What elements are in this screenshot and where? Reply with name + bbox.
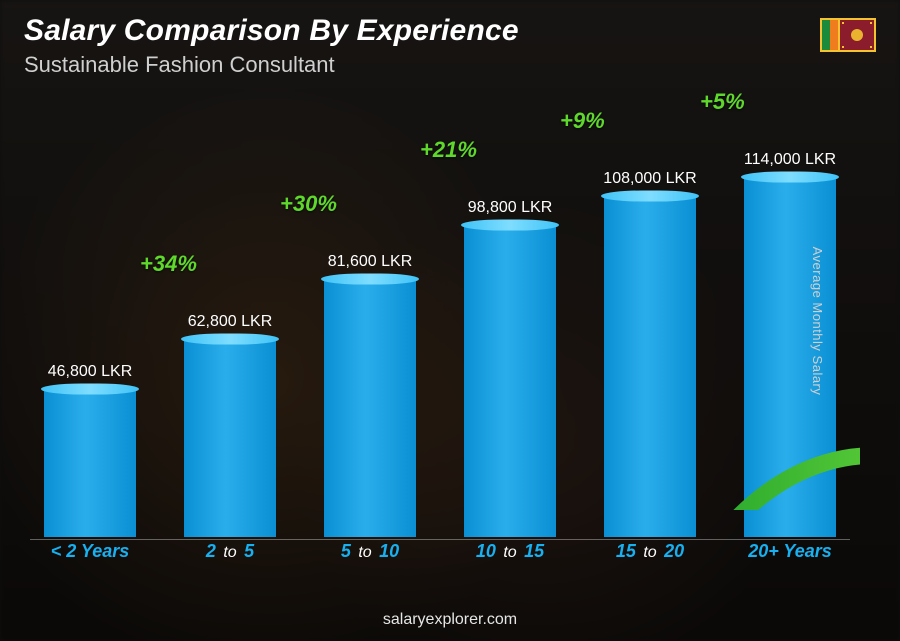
- bar-slot: 108,000 LKR: [588, 170, 713, 537]
- x-tick: 20+ Years: [728, 541, 853, 562]
- flag-icon: [820, 18, 876, 52]
- bar-cap: [601, 191, 699, 202]
- x-tick: < 2 Years: [28, 541, 153, 562]
- bar: [324, 279, 416, 537]
- bar-cap: [41, 384, 139, 395]
- bar-cap: [321, 274, 419, 285]
- x-tick: 15 to 20: [588, 541, 713, 562]
- chart-title: Salary Comparison By Experience: [24, 14, 876, 48]
- yaxis-label: Average Monthly Salary: [810, 246, 825, 395]
- bar-slot: 62,800 LKR: [168, 313, 293, 537]
- bars-row: 46,800 LKR 62,800 LKR 81,600 LKR 98,800 LKR…: [20, 117, 860, 537]
- bar-value-label: 46,800 LKR: [48, 363, 133, 381]
- bar: [604, 196, 696, 537]
- bar-cap: [181, 334, 279, 345]
- x-tick: 10 to 15: [448, 541, 573, 562]
- bar-slot: 81,600 LKR: [308, 253, 433, 537]
- header: Salary Comparison By Experience Sustaina…: [24, 14, 876, 78]
- increment-label: +5%: [700, 89, 745, 115]
- chart-area: 46,800 LKR 62,800 LKR 81,600 LKR 98,800 LKR…: [20, 90, 860, 571]
- bar-cap: [461, 220, 559, 231]
- bar-slot: 46,800 LKR: [28, 363, 153, 537]
- bar-front: [184, 339, 276, 537]
- bar-value-label: 81,600 LKR: [328, 253, 413, 271]
- bar-front: [464, 225, 556, 537]
- x-tick: 5 to 10: [308, 541, 433, 562]
- bar: [184, 339, 276, 537]
- increment-label: +9%: [560, 108, 605, 134]
- bar: [44, 389, 136, 537]
- footer-attribution: salaryexplorer.com: [0, 611, 900, 629]
- bar-value-label: 62,800 LKR: [188, 313, 273, 331]
- bar-front: [324, 279, 416, 537]
- increment-label: +30%: [280, 191, 337, 217]
- bar-value-label: 108,000 LKR: [603, 170, 696, 188]
- increment-label: +21%: [420, 137, 477, 163]
- bar-cap: [741, 172, 839, 183]
- x-tick: 2 to 5: [168, 541, 293, 562]
- bar-front: [604, 196, 696, 537]
- x-axis: < 2 Years 2 to 5 5 to 10 10 to 15 15 to 20 20…: [20, 541, 860, 571]
- bar-front: [44, 389, 136, 537]
- bar-value-label: 114,000 LKR: [744, 151, 836, 169]
- bar-slot: 98,800 LKR: [448, 199, 573, 537]
- increment-label: +34%: [140, 251, 197, 277]
- chart-subtitle: Sustainable Fashion Consultant: [24, 52, 876, 78]
- bar-slot: 114,000 LKR: [728, 151, 853, 537]
- bar: [464, 225, 556, 537]
- bar-value-label: 98,800 LKR: [468, 199, 553, 217]
